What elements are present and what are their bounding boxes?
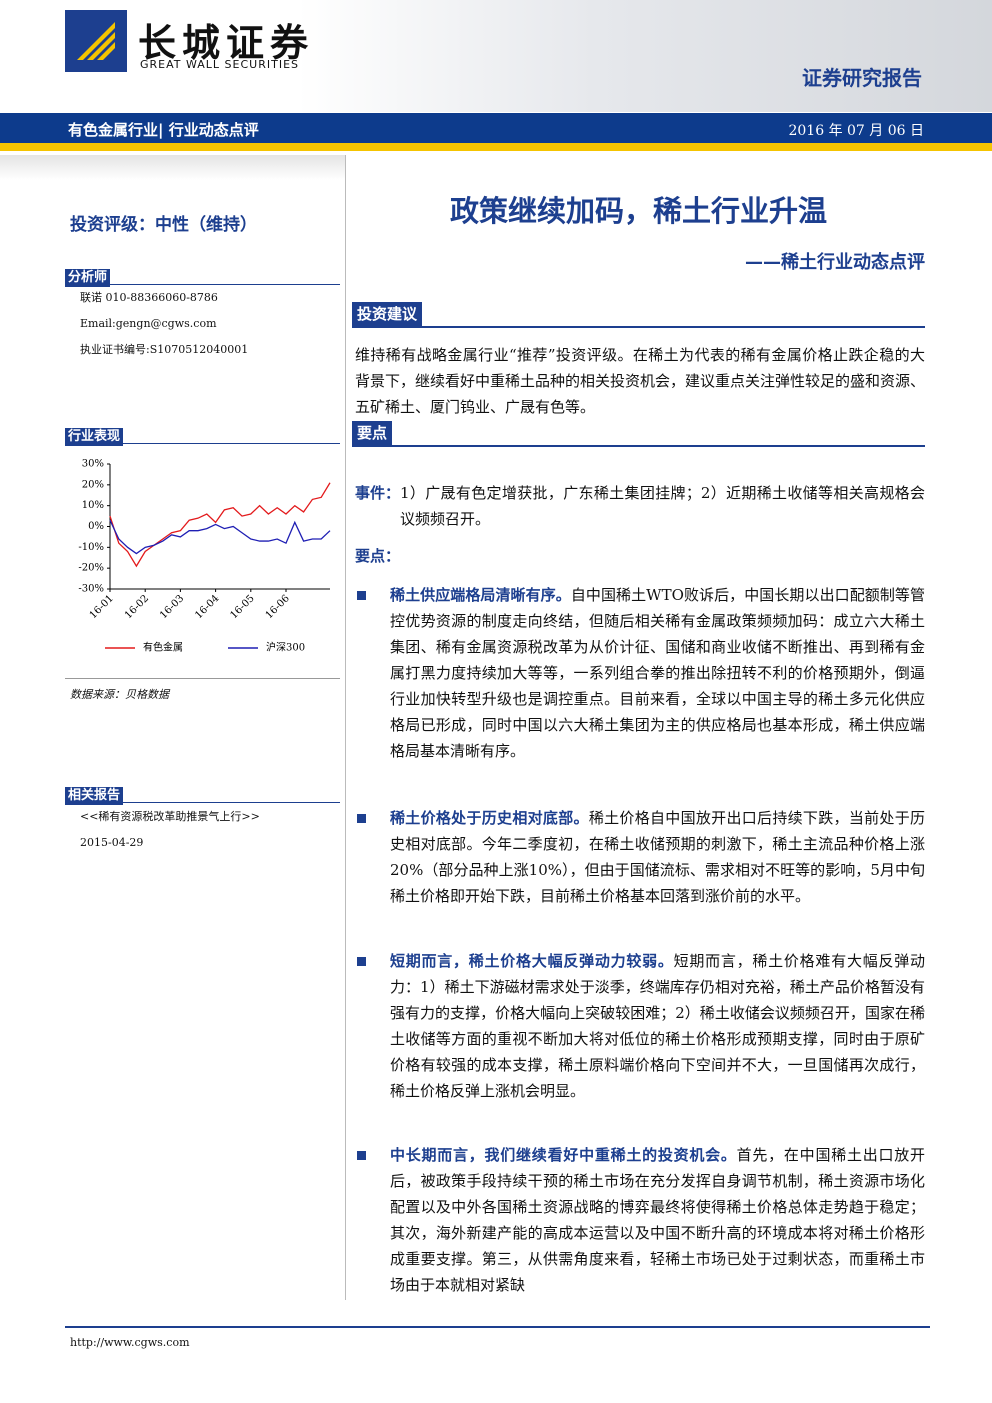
related-item: <<稀有资源税改革助推景气上行>> <box>80 810 260 823</box>
footer-url: http://www.cgws.com <box>70 1336 190 1349</box>
heading-text: 要点 <box>352 421 393 445</box>
bullet: 短期而言，稀土价格大幅反弹动力较弱。短期而言，稀土价格难有大幅反弹动力：1）稀土… <box>390 948 925 1104</box>
points-heading: 要点 <box>352 421 925 447</box>
footer-rule <box>65 1326 930 1328</box>
related-item: 2015-04-29 <box>80 836 144 849</box>
y-tick-label: -20% <box>78 563 104 574</box>
date: 2016 年 07 月 06 日 <box>788 123 924 139</box>
bullet-marker <box>357 814 366 823</box>
y-tick-label: -30% <box>78 584 104 595</box>
bullet: 稀土价格处于历史相对底部。稀土价格自中国放开出口后持续下跌，当前处于历史相对底部… <box>390 805 925 909</box>
bullet-lead: 短期而言，稀土价格大幅反弹动力较弱。 <box>390 952 674 970</box>
heading-text: 投资建议 <box>352 302 423 326</box>
y-tick-label: -10% <box>78 542 104 553</box>
analyst-heading: 分析师 <box>65 266 340 287</box>
event-label: 事件： <box>355 484 401 502</box>
logo-en: GREAT WALL SECURITIES <box>140 58 300 71</box>
subtitle: ——稀土行业动态点评 <box>745 252 925 273</box>
chart: -30%-20%-10%0%10%20%30%16-01 16-02 16-03 16… <box>78 459 331 654</box>
points-label: 要点： <box>355 547 401 565</box>
y-tick-label: 20% <box>82 479 104 490</box>
analyst-line: 执业证书编号:S1070512040001 <box>80 343 249 356</box>
related-heading: 相关报告 <box>65 784 340 805</box>
advice-text: 维持稀有战略金属行业“推荐”投资评级。在稀土为代表的稀有金属价格止跌企稳的大背景… <box>355 346 926 416</box>
y-tick-label: 30% <box>82 459 104 470</box>
legend-label: 有色金属 <box>143 641 183 654</box>
rule <box>65 678 340 679</box>
bullet-text: 自中国稀土WTO败诉后，中国长期以出口配额制等管控优势资源的制度走向终结，但随后… <box>390 586 925 760</box>
bullet-lead: 稀土供应端格局清晰有序。 <box>390 586 571 604</box>
heading-text: 相关报告 <box>65 787 124 805</box>
bullet-text: 稀土价格自中国放开出口后持续下跌，当前处于历史相对底部。今年二季度初，在稀土收储… <box>390 809 925 905</box>
analyst-line: Email:gengn@cgws.com <box>80 317 217 330</box>
logo-cn: 长城证券 <box>138 21 315 65</box>
bullet-text: 短期而言，稀土价格难有大幅反弹动力：1）稀土下游磁材需求处于淡季，终端库存仍相对… <box>390 952 925 1100</box>
rating: 投资评级：中性（维持） <box>70 215 257 235</box>
x-tick-label: 16-03 <box>158 593 186 621</box>
banner <box>0 113 992 143</box>
series-line <box>109 482 331 568</box>
sector: 有色金属行业| 行业动态点评 <box>68 121 259 139</box>
divider <box>345 155 346 1300</box>
event: 事件： 1）广晟有色定增获批，广东稀土集团挂牌；2）近期稀土收储等相关高规格会议频… <box>355 480 925 532</box>
x-tick-label: 16-05 <box>229 593 257 621</box>
bullet: 中长期而言，我们继续看好中重稀土的投资机会。首先，在中国稀土出口放开后，被政策手… <box>390 1142 925 1298</box>
x-tick-label: 16-02 <box>123 593 151 621</box>
advice-heading: 投资建议 <box>352 302 925 328</box>
header-band <box>0 0 992 112</box>
related-list: <<稀有资源税改革助推景气上行>> 2015-04-29 <box>80 804 260 856</box>
bullet-marker <box>357 591 366 600</box>
y-tick-label: 0% <box>88 521 104 532</box>
x-tick-label: 16-04 <box>193 593 221 621</box>
bullet-lead: 稀土价格处于历史相对底部。 <box>390 809 589 827</box>
x-tick-label: 16-01 <box>88 593 116 621</box>
bullet-marker <box>357 957 366 966</box>
heading-text: 行业表现 <box>65 428 124 446</box>
bullet-marker <box>357 1151 366 1160</box>
legend-label: 沪深300 <box>266 641 305 654</box>
banner-stripe <box>0 143 992 151</box>
series-line <box>109 519 331 555</box>
analyst-lines: 联诺 010-88366060-8786 Email:gengn@cgws.co… <box>80 285 248 363</box>
analyst-line: 联诺 010-88366060-8786 <box>80 291 218 304</box>
title: 政策继续加码，稀土行业升温 <box>449 194 827 228</box>
source: 数据来源：贝格数据 <box>70 688 169 701</box>
y-tick-label: 10% <box>82 500 104 511</box>
heading-text: 分析师 <box>65 269 111 287</box>
bullet-lead: 中长期而言，我们继续看好中重稀土的投资机会。 <box>390 1146 737 1164</box>
bullet-text: 首先，在中国稀土出口放开后，被政策手段持续干预的稀土市场在充分发挥自身调节机制，… <box>390 1146 925 1294</box>
event-text: 1）广晟有色定增获批，广东稀土集团挂牌；2）近期稀土收储等相关高规格会议频频召开… <box>400 484 925 528</box>
side-shade <box>0 155 345 180</box>
bullet: 稀土供应端格局清晰有序。自中国稀土WTO败诉后，中国长期以出口配额制等管控优势资… <box>390 582 925 764</box>
x-tick-label: 16-06 <box>264 593 292 621</box>
performance-heading: 行业表现 <box>65 425 340 446</box>
logo-mark <box>65 10 127 72</box>
report-type: 证券研究报告 <box>802 66 922 90</box>
